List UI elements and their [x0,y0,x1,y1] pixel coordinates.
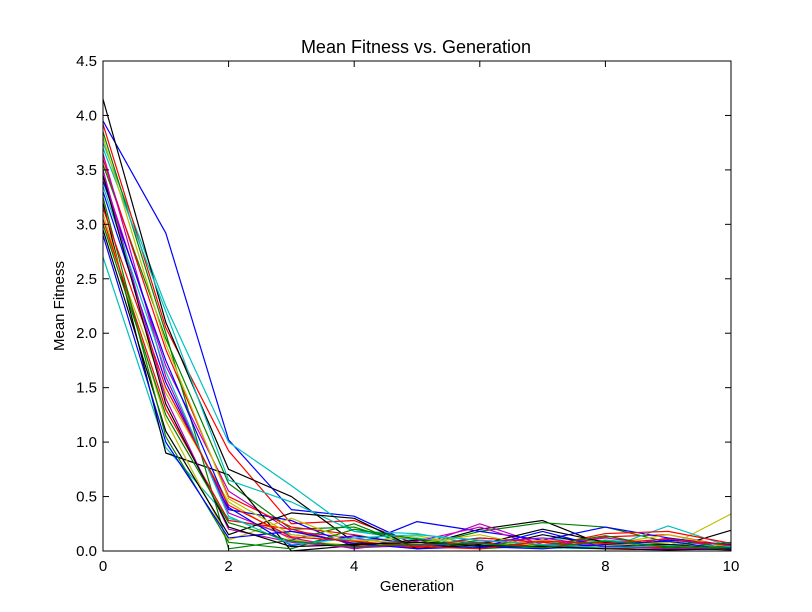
series-line-15 [102,180,732,549]
x-tick-label: 6 [476,558,484,575]
y-tick-label: 3.0 [76,216,97,233]
series-line-20 [102,137,732,550]
y-tick-label: 0.0 [76,543,97,560]
y-tick-label: 4.0 [76,107,97,124]
y-axis-title: Mean Fitness [51,261,68,351]
x-tick-label: 4 [350,558,358,575]
chart-title: Mean Fitness vs. Generation [301,37,531,57]
x-tick-label: 10 [723,558,740,575]
series-line-17 [102,218,732,551]
series-line-7 [102,175,732,550]
series-line-1 [102,120,732,550]
y-tick-label: 1.5 [76,380,97,397]
series-line-9 [102,256,732,550]
series-line-13 [102,213,732,549]
x-tick-label: 0 [99,558,107,575]
series-line-24 [102,207,732,550]
series-line-26 [102,224,732,549]
series-line-25 [102,175,732,551]
y-tick-label: 2.0 [76,325,97,342]
series-line-23 [102,186,732,550]
series-line-11 [102,202,732,552]
series-line-2 [102,142,732,549]
y-tick-label: 1.0 [76,434,97,451]
series-line-12 [102,131,731,550]
y-tick-label: 2.5 [76,271,97,288]
series-line-6 [102,224,732,549]
series-layer [102,98,732,552]
y-tick-label: 0.5 [76,489,97,506]
y-tick-label: 3.5 [76,162,97,179]
x-tick-label: 8 [601,558,609,575]
plot-frame [102,60,732,552]
series-line-22 [102,235,732,551]
x-tick-label: 2 [224,558,232,575]
series-line-21 [102,169,732,550]
ticks-layer: 0 2 4 6 8 10 0.0 0.5 1.0 1.5 2.0 2.5 3.0 3.5 4.0 4.5 [76,53,739,575]
series-line-8 [102,191,732,548]
y-tick-label: 4.5 [76,53,97,70]
x-axis-title: Generation [380,578,454,595]
